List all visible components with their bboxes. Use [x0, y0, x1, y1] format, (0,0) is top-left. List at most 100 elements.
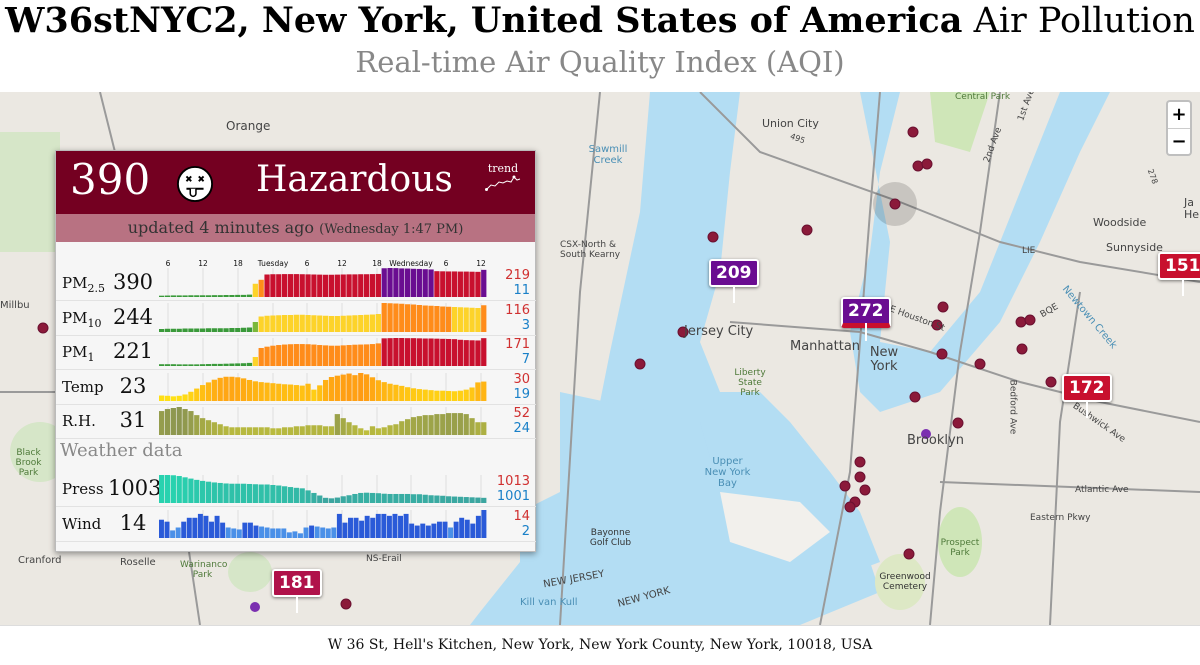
- sparkline-bar: [475, 271, 481, 297]
- sparkline-bar: [299, 314, 305, 332]
- sparkline-bar: [440, 390, 446, 401]
- sparkline-bar: [434, 390, 440, 401]
- sparkline-chart[interactable]: [159, 338, 489, 368]
- time-tick: Wednesday: [389, 259, 433, 268]
- sparkline-bar: [352, 315, 358, 332]
- sparkline-bar: [175, 527, 181, 538]
- map-label: Liberty State Park: [734, 368, 766, 398]
- map-label: New York: [869, 345, 899, 374]
- station-aqi: 181: [279, 573, 315, 593]
- sparkline-bar: [242, 522, 248, 538]
- sparkline-bar: [317, 495, 323, 503]
- sparkline-bar: [475, 340, 481, 366]
- row-min: 3: [521, 317, 530, 333]
- sparkline-bar: [276, 383, 282, 401]
- sparkline-bar: [314, 526, 320, 538]
- row-label: R.H.: [62, 412, 96, 433]
- sparkline-bar: [223, 426, 229, 435]
- time-tick: 12: [198, 259, 208, 268]
- sparkline-bar: [422, 269, 428, 297]
- sparkline-bar: [381, 303, 387, 332]
- sparkline-bar: [325, 528, 331, 538]
- zoom-out-button[interactable]: −: [1168, 128, 1190, 154]
- sparkline-bar: [369, 314, 376, 332]
- title-suffix: Air Pollution: [973, 1, 1195, 41]
- map-label: Bayonne Golf Club: [589, 528, 632, 548]
- sparkline-bar: [420, 523, 426, 538]
- sparkline-bar: [164, 395, 171, 401]
- sparkline-chart[interactable]: [159, 303, 489, 334]
- sparkline-bar: [299, 344, 305, 366]
- sparkline-bar: [328, 498, 335, 503]
- station-dot-purple: [250, 602, 260, 612]
- sparkline-bar: [369, 344, 376, 366]
- time-tick: 18: [233, 259, 243, 268]
- sparkline-chart[interactable]: [159, 510, 489, 540]
- sparkline-bar: [235, 377, 241, 401]
- sparkline-chart[interactable]: [159, 373, 489, 403]
- sparkline-chart[interactable]: [159, 268, 489, 299]
- sparkline-bar: [428, 415, 434, 435]
- sparkline-bar: [403, 513, 409, 538]
- station-marker-current[interactable]: 272: [841, 297, 891, 341]
- sparkline-bar: [457, 413, 463, 435]
- sparkline-chart[interactable]: [159, 475, 489, 505]
- sparkline-bar: [264, 315, 270, 332]
- sparkline-bar: [182, 394, 188, 401]
- map[interactable]: Orange Union City Central Park Sawmill C…: [0, 92, 1200, 625]
- sparkline-bar: [170, 408, 176, 435]
- sparkline-bar: [275, 528, 281, 538]
- sparkline-bar: [181, 521, 187, 538]
- map-label: Roselle: [120, 557, 156, 568]
- sparkline-bar: [436, 521, 442, 538]
- map-label: Atlantic Ave: [1075, 485, 1129, 495]
- row-current-value: 31: [119, 408, 147, 432]
- time-tick: 18: [372, 259, 382, 268]
- dead-face-icon: [176, 165, 214, 203]
- sparkline-bar: [340, 274, 346, 297]
- sparkline-bar: [211, 422, 217, 435]
- sparkline-bar: [428, 269, 434, 297]
- map-label: CSX-North & South Kearny: [560, 240, 621, 260]
- map-label: Manhattan: [790, 339, 861, 354]
- sparkline-bar: [364, 374, 370, 401]
- sparkline-chart[interactable]: [159, 407, 489, 437]
- sparkline-bar: [229, 363, 235, 366]
- station-marker[interactable]: 172: [1062, 374, 1112, 418]
- station-marker[interactable]: 209: [709, 259, 759, 303]
- sparkline-bar: [387, 268, 393, 297]
- sparkline-bar: [334, 345, 340, 366]
- map-label: Eastern Pkwy: [1030, 513, 1091, 523]
- sparkline-bar: [264, 382, 270, 401]
- sparkline-bar: [446, 306, 452, 332]
- sparkline-bar: [225, 527, 231, 538]
- zoom-in-button[interactable]: +: [1171, 104, 1187, 125]
- trend-button[interactable]: trend: [485, 162, 521, 194]
- sparkline-bar: [416, 416, 422, 435]
- sparkline-bar: [287, 344, 294, 366]
- sparkline-bar: [481, 269, 487, 297]
- sparkline-bar: [309, 525, 315, 538]
- sparkline-bar: [317, 385, 323, 401]
- sparkline-bar: [364, 430, 370, 435]
- station-marker[interactable]: 181: [272, 569, 322, 613]
- sparkline-bar: [252, 381, 258, 401]
- sparkline-bar: [334, 414, 340, 435]
- sparkline-bar: [188, 478, 194, 503]
- data-row-temp: Temp 23 30 19: [56, 371, 536, 405]
- row-current-value: 1003: [108, 476, 162, 500]
- sparkline-bar: [392, 513, 398, 538]
- station-marker[interactable]: 151: [1158, 252, 1200, 296]
- sparkline-bar: [323, 274, 329, 297]
- sparkline-bar: [352, 425, 358, 435]
- sparkline-bar: [270, 485, 276, 503]
- page-header: W36stNYC2, New York, United States of Am…: [0, 0, 1200, 92]
- sparkline-bar: [188, 295, 194, 297]
- sparkline-bar: [241, 427, 247, 435]
- sparkline-bar: [292, 531, 298, 538]
- sparkline-bar: [194, 295, 200, 297]
- map-label: Upper New York Bay: [704, 456, 751, 489]
- sparkline-bar: [264, 274, 270, 297]
- sparkline-bar: [387, 493, 393, 503]
- sparkline-bar: [276, 345, 282, 366]
